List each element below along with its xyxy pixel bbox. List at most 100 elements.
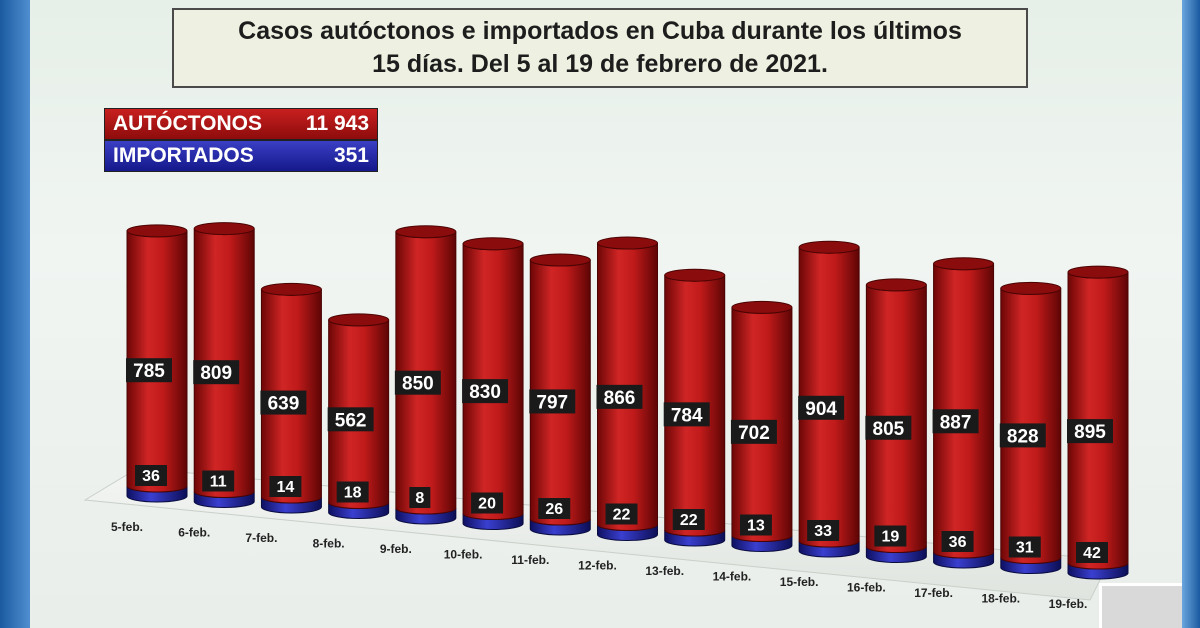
value-label-autoctonos-17-feb.: 887 [940, 412, 972, 433]
label-bg-importados-9-feb. [409, 487, 431, 508]
label-bg-autoctonos-8-feb. [327, 407, 374, 432]
bar-cap-13-feb. [664, 268, 726, 282]
label-bg-autoctonos-9-feb. [394, 370, 441, 395]
value-label-autoctonos-9-feb.: 850 [402, 374, 434, 395]
label-bg-importados-13-feb. [672, 509, 705, 530]
label-bg-importados-17-feb. [941, 531, 974, 552]
tick-label-9-feb.: 9-feb. [380, 542, 412, 556]
legend-total-importados: 351 [333, 144, 369, 167]
label-bg-autoctonos-18-feb. [999, 423, 1046, 448]
tick-label-17-feb.: 17-feb. [914, 586, 953, 600]
value-label-autoctonos-18-feb.: 828 [1007, 426, 1039, 447]
value-label-autoctonos-12-feb.: 866 [604, 388, 636, 409]
tick-label-12-feb.: 12-feb. [578, 559, 617, 573]
legend-total-autoctonos: 11 943 [305, 112, 369, 135]
bar-cap-14-feb. [731, 300, 793, 314]
label-bg-autoctonos-15-feb. [798, 395, 845, 420]
label-bg-importados-5-feb. [135, 465, 167, 486]
label-bg-importados-18-feb. [1008, 536, 1041, 558]
label-bg-importados-11-feb. [538, 498, 571, 519]
tick-label-18-feb.: 18-feb. [981, 592, 1020, 606]
value-label-autoctonos-10-feb.: 830 [469, 382, 501, 403]
label-bg-autoctonos-10-feb. [462, 379, 509, 404]
label-bg-importados-7-feb. [269, 476, 302, 497]
value-label-autoctonos-6-feb.: 809 [200, 363, 232, 384]
value-label-importados-18-feb.: 31 [1016, 540, 1034, 557]
value-label-importados-11-feb.: 26 [545, 501, 563, 518]
label-bg-autoctonos-7-feb. [260, 390, 307, 415]
label-bg-autoctonos-16-feb. [865, 415, 912, 440]
value-label-autoctonos-14-feb.: 702 [738, 423, 770, 444]
tick-label-10-feb.: 10-feb. [444, 548, 483, 562]
value-label-importados-15-feb.: 33 [814, 523, 832, 540]
value-label-autoctonos-11-feb.: 797 [536, 392, 568, 413]
value-label-importados-12-feb.: 22 [613, 507, 631, 524]
label-bg-importados-16-feb. [874, 525, 907, 547]
tick-label-15-feb.: 15-feb. [780, 575, 819, 589]
bar-cap-17-feb. [933, 257, 995, 271]
bar-cap-6-feb. [193, 222, 255, 236]
label-bg-autoctonos-19-feb. [1067, 419, 1113, 444]
value-label-autoctonos-8-feb.: 562 [335, 410, 367, 431]
label-bg-importados-14-feb. [739, 514, 772, 536]
tick-label-11-feb.: 11-feb. [511, 553, 549, 567]
label-bg-importados-15-feb. [807, 520, 840, 541]
bar-cap-7-feb. [260, 282, 322, 296]
value-label-importados-16-feb.: 19 [881, 529, 899, 546]
legend-item-autoctonos: AUTÓCTONOS 11 943 [104, 108, 378, 140]
label-bg-autoctonos-14-feb. [730, 419, 777, 444]
label-bg-importados-10-feb. [471, 492, 504, 514]
bar-cap-10-feb. [462, 237, 524, 251]
value-label-importados-5-feb.: 36 [142, 468, 160, 485]
bar-cap-5-feb. [126, 224, 188, 238]
right-frame [1182, 0, 1200, 628]
tick-label-7-feb.: 7-feb. [245, 531, 277, 545]
label-bg-autoctonos-5-feb. [126, 358, 172, 383]
value-label-autoctonos-5-feb.: 785 [133, 361, 165, 382]
tick-label-13-feb.: 13-feb. [645, 564, 684, 578]
label-bg-importados-6-feb. [202, 470, 235, 492]
value-label-importados-7-feb.: 14 [277, 479, 295, 496]
bar-cap-19-feb. [1067, 265, 1129, 279]
value-label-importados-9-feb.: 8 [415, 490, 424, 507]
value-label-autoctonos-19-feb.: 895 [1074, 422, 1106, 443]
tick-label-5-feb.: 5-feb. [111, 520, 143, 534]
bar-cap-16-feb. [865, 278, 927, 292]
value-label-importados-14-feb.: 13 [747, 518, 765, 535]
value-label-autoctonos-7-feb.: 639 [268, 394, 300, 415]
value-label-importados-19-feb.: 42 [1083, 545, 1101, 562]
bar-cap-15-feb. [798, 240, 860, 254]
bar-cap-18-feb. [1000, 281, 1062, 295]
legend-label-importados: IMPORTADOS [113, 144, 254, 167]
value-label-importados-8-feb.: 18 [344, 485, 362, 502]
tick-label-6-feb.: 6-feb. [178, 526, 210, 540]
chart-legend: AUTÓCTONOS 11 943 IMPORTADOS 351 [104, 108, 378, 172]
bar-cap-12-feb. [597, 236, 658, 250]
tick-label-14-feb.: 14-feb. [713, 570, 752, 584]
tick-label-8-feb.: 8-feb. [313, 537, 345, 551]
legend-label-autoctonos: AUTÓCTONOS [113, 112, 262, 135]
value-label-autoctonos-15-feb.: 904 [805, 399, 837, 420]
label-bg-autoctonos-13-feb. [663, 402, 710, 427]
bar-cap-11-feb. [529, 253, 591, 267]
chart-title-line-1: Casos autóctonos e importados en Cuba du… [238, 17, 962, 45]
legend-item-importados: IMPORTADOS 351 [104, 140, 378, 172]
value-label-importados-13-feb.: 22 [680, 512, 698, 529]
cylinder-chart: 785 36 5-feb. 809 11 6-feb. 639 14 7-feb. 562 18 8-… [83, 222, 1129, 611]
label-bg-importados-12-feb. [605, 503, 638, 525]
value-label-importados-17-feb.: 36 [949, 534, 967, 551]
bar-cap-8-feb. [328, 313, 390, 327]
left-frame [0, 0, 30, 628]
chart-title-line-2: 15 días. Del 5 al 19 de febrero de 2021. [372, 50, 828, 78]
tick-label-16-feb.: 16-feb. [847, 581, 886, 595]
chart-slide: Casos autóctonos e importados en Cuba du… [30, 0, 1182, 628]
chart-title: Casos autóctonos e importados en Cuba du… [172, 8, 1028, 88]
value-label-importados-10-feb.: 20 [478, 496, 496, 513]
corner-overlay [1099, 583, 1182, 628]
label-bg-importados-19-feb. [1076, 542, 1108, 563]
label-bg-autoctonos-11-feb. [529, 389, 576, 414]
label-bg-autoctonos-12-feb. [596, 384, 643, 409]
value-label-importados-6-feb.: 11 [210, 474, 227, 491]
label-bg-autoctonos-6-feb. [193, 360, 240, 385]
label-bg-importados-8-feb. [336, 481, 369, 503]
